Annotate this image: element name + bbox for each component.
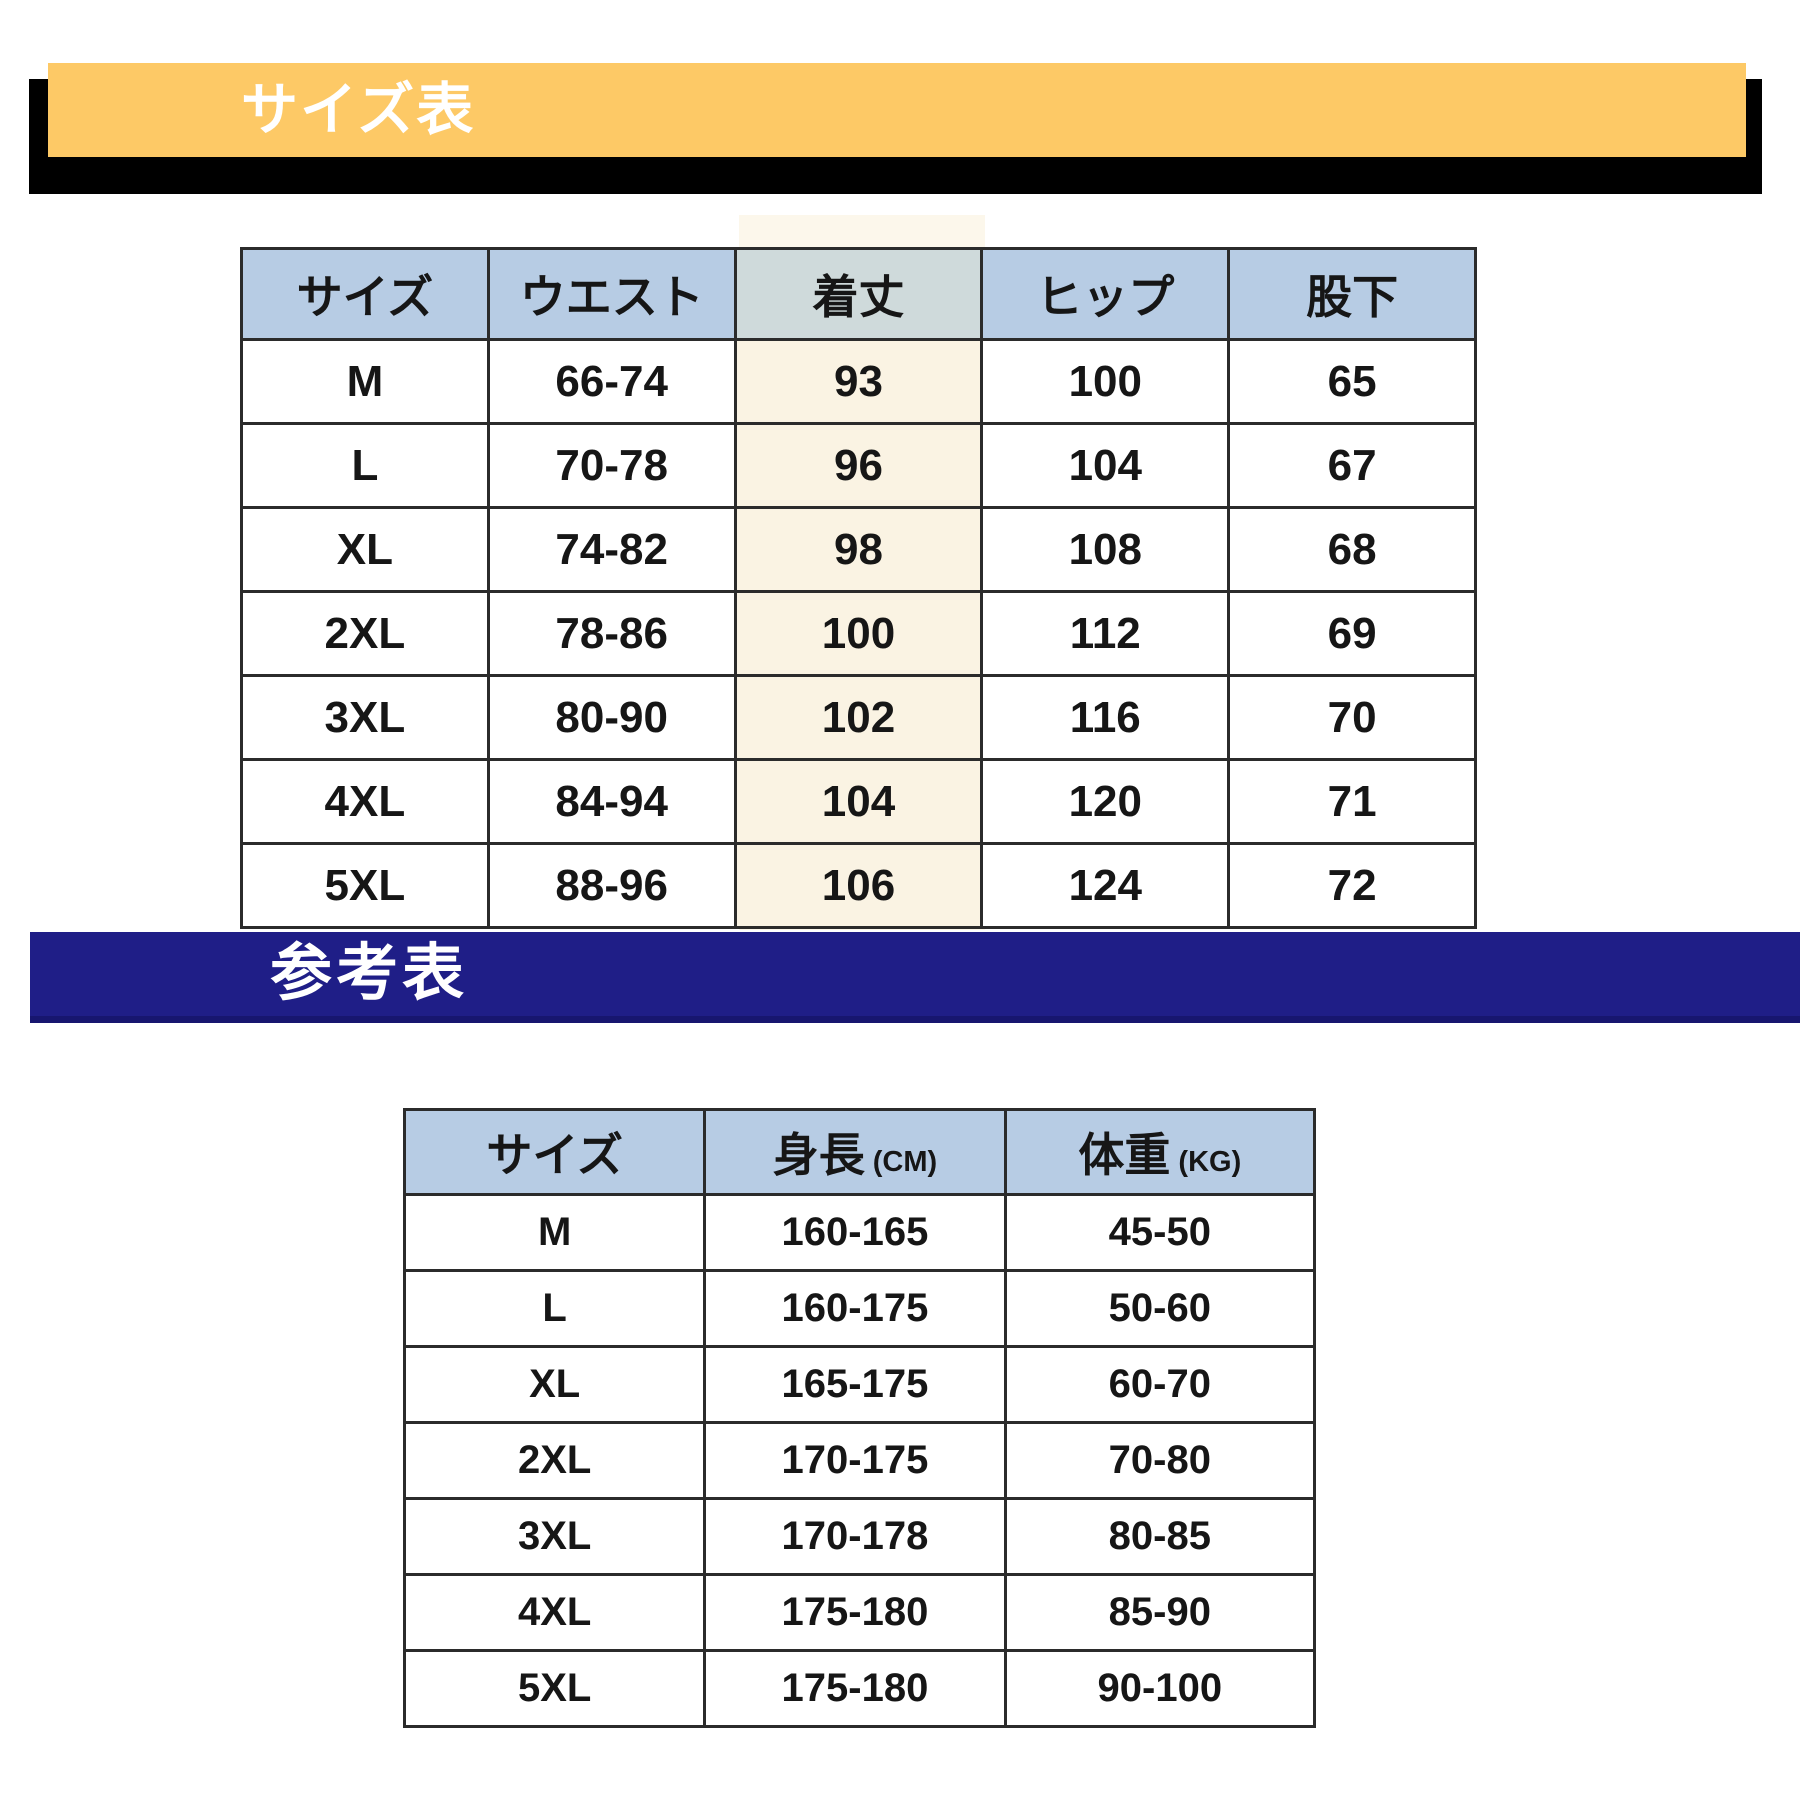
column-header: サイズ [402,1108,707,1196]
column-header: 股下 [1227,247,1477,341]
table-row: 4XL 84-94 104 120 71 [240,758,1477,845]
measurement-cell: 45-50 [1003,1193,1317,1272]
size-chart-banner: サイズ表 [48,63,1746,157]
measurement-cell: 104 [733,758,984,845]
column-header-label: 身長 [772,1129,865,1181]
measurement-cell: 70-80 [1003,1421,1317,1500]
column-header-unit: (CM) [864,1146,938,1178]
size-label-cell: M [240,338,490,425]
size-label-cell: 3XL [402,1497,707,1576]
size-label-cell: 2XL [240,590,490,677]
measurement-cell: 120 [980,758,1231,845]
measurement-cell: 84-94 [486,758,737,845]
measurement-cell: 60-70 [1003,1345,1317,1424]
table-row: L 160-175 50-60 [402,1269,1317,1348]
measurement-cell: 70 [1227,674,1477,761]
measurement-cell: 65 [1227,338,1477,425]
measurement-cell: 50-60 [1003,1269,1317,1348]
column-header: サイズ [240,247,490,341]
measurement-cell: 100 [733,590,984,677]
size-label-cell: 5XL [240,842,490,929]
size-label-cell: 2XL [402,1421,707,1500]
measurement-cell: 72 [1227,842,1477,929]
measurement-cell: 98 [733,506,984,593]
table-row: L 70-78 96 104 67 [240,422,1477,509]
measurement-cell: 175-180 [703,1649,1007,1728]
measurement-cell: 88-96 [486,842,737,929]
measurement-cell: 170-178 [703,1497,1007,1576]
measurement-cell: 106 [733,842,984,929]
measurement-cell: 68 [1227,506,1477,593]
size-label-cell: XL [402,1345,707,1424]
size-chart-title: サイズ表 [241,78,476,142]
table-row: 3XL 170-178 80-85 [402,1497,1317,1576]
measurement-cell: 124 [980,842,1231,929]
measurement-cell: 170-175 [703,1421,1007,1500]
size-label-cell: 3XL [240,674,490,761]
measurement-cell: 100 [980,338,1231,425]
measurement-cell: 80-90 [486,674,737,761]
measurement-cell: 116 [980,674,1231,761]
size-label-cell: 4XL [402,1573,707,1652]
size-label-cell: 4XL [240,758,490,845]
table-row: M 160-165 45-50 [402,1193,1317,1272]
measurement-cell: 80-85 [1003,1497,1317,1576]
size-label-cell: L [240,422,490,509]
measurement-cell: 165-175 [703,1345,1007,1424]
reference-banner: 参考表 [30,932,1800,1023]
table-row: 2XL 78-86 100 112 69 [240,590,1477,677]
measurement-cell: 160-165 [703,1193,1007,1272]
measurement-cell: 160-175 [703,1269,1007,1348]
measurement-cell: 74-82 [486,506,737,593]
measurement-cell: 112 [980,590,1231,677]
column-header-label: 体重 [1078,1129,1171,1181]
table-row: 5XL 175-180 90-100 [402,1649,1317,1728]
table-row: 3XL 80-90 102 116 70 [240,674,1477,761]
measurement-cell: 96 [733,422,984,509]
measurement-cell: 108 [980,506,1231,593]
table-row: 5XL 88-96 106 124 72 [240,842,1477,929]
table-row: XL 165-175 60-70 [402,1345,1317,1424]
measurement-cell: 93 [733,338,984,425]
reference-table-header-row: サイズ 身長 (CM) 体重 (KG) [402,1108,1317,1196]
measurement-cell: 90-100 [1003,1649,1317,1728]
measurement-cell: 69 [1227,590,1477,677]
size-table: サイズ ウエスト 着丈 ヒップ 股下 M 66-74 93 100 65 L 70-78 96 104 6… [240,247,1477,929]
column-header: ヒップ [980,247,1231,341]
size-label-cell: L [402,1269,707,1348]
size-label-cell: XL [240,506,490,593]
column-header-label: サイズ [486,1129,623,1181]
measurement-cell: 175-180 [703,1573,1007,1652]
size-label-cell: 5XL [402,1649,707,1728]
column-header: 着丈 [733,247,984,341]
reference-title: 参考表 [270,939,469,1008]
column-header: ウエスト [486,247,737,341]
reference-table: サイズ 身長 (CM) 体重 (KG) M 160-165 45-50 L 160-175 5… [402,1108,1317,1728]
measurement-cell: 78-86 [486,590,737,677]
measurement-cell: 102 [733,674,984,761]
measurement-cell: 70-78 [486,422,737,509]
table-row: M 66-74 93 100 65 [240,338,1477,425]
column-header: 体重 (KG) [1003,1108,1317,1196]
column-header: 身長 (CM) [703,1108,1007,1196]
size-label-cell: M [402,1193,707,1272]
table-row: 2XL 170-175 70-80 [402,1421,1317,1500]
measurement-cell: 67 [1227,422,1477,509]
column-header-unit: (KG) [1170,1146,1242,1178]
size-table-header-row: サイズ ウエスト 着丈 ヒップ 股下 [240,247,1477,341]
measurement-cell: 85-90 [1003,1573,1317,1652]
measurement-cell: 71 [1227,758,1477,845]
measurement-cell: 66-74 [486,338,737,425]
table-row: XL 74-82 98 108 68 [240,506,1477,593]
measurement-cell: 104 [980,422,1231,509]
table-row: 4XL 175-180 85-90 [402,1573,1317,1652]
